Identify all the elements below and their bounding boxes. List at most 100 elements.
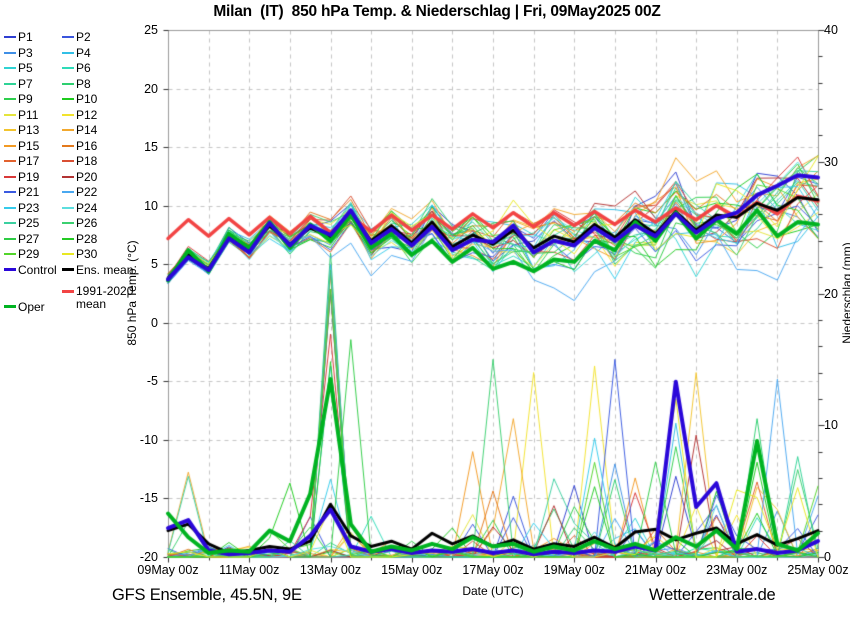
legend-entry-P14: P14 — [62, 124, 138, 137]
legend-entry-P23: P23 — [4, 200, 60, 215]
legend-swatch — [4, 36, 16, 39]
temp-tick-label: -5 — [146, 374, 158, 389]
legend-entry-P26: P26 — [62, 217, 138, 230]
precip-tick-label: 0 — [824, 550, 831, 564]
legend-entry-1991-2020-mean: 1991-2020 mean — [62, 285, 138, 310]
legend-swatch — [4, 160, 16, 163]
legend-entry-P25: P25 — [4, 217, 60, 230]
legend-label: P28 — [76, 231, 98, 246]
legend-swatch — [4, 305, 16, 309]
legend-label: P4 — [76, 45, 91, 60]
legend-entry-P13: P13 — [4, 124, 60, 137]
legend-entry-P29: P29 — [4, 248, 60, 261]
legend-label: P29 — [18, 247, 40, 261]
legend-swatch — [62, 237, 74, 240]
x-tick-label: 21May 00z — [624, 563, 687, 577]
legend-label: P7 — [18, 76, 33, 91]
x-tick-label: 19May 00z — [543, 563, 605, 577]
legend-swatch — [4, 268, 16, 272]
legend-swatch — [4, 144, 16, 147]
legend-label: P1 — [18, 30, 33, 44]
temp-tick-label: 10 — [144, 198, 158, 213]
legend-swatch — [4, 206, 16, 209]
legend-label: P19 — [18, 169, 40, 184]
legend-entry-P27: P27 — [4, 232, 60, 246]
legend-label: P18 — [76, 154, 98, 168]
legend-entry-P21: P21 — [4, 186, 60, 199]
precip-tick-label: 30 — [824, 154, 838, 169]
legend-label: P14 — [76, 123, 98, 137]
legend-label: P2 — [76, 30, 91, 44]
legend-label: P24 — [76, 200, 98, 215]
x-tick-label: 25May 00z — [787, 563, 849, 577]
x-tick-label: 09May 00z — [137, 563, 199, 577]
legend-swatch — [4, 253, 16, 256]
legend-swatch — [4, 175, 16, 178]
legend-swatch — [4, 222, 16, 225]
temp-tick-label: -10 — [139, 432, 158, 447]
x-tick-label: 11May 00z — [219, 563, 280, 577]
legend-label: P9 — [18, 92, 33, 106]
legend-label: Oper — [18, 299, 45, 314]
chart-title: Milan (IT) 850 hPa Temp. & Niederschlag … — [213, 3, 661, 20]
precip-tick-label: 20 — [824, 286, 838, 301]
legend-swatch — [62, 129, 74, 132]
legend-label: Ens. mean — [76, 262, 134, 277]
legend-label: P6 — [76, 61, 91, 75]
legend-entry-P17: P17 — [4, 155, 60, 168]
legend-entry-Oper: Oper — [4, 301, 60, 314]
legend-swatch — [62, 253, 74, 256]
x-tick-label: 13May 00z — [299, 563, 362, 577]
legend-label: P25 — [18, 216, 40, 230]
legend-entry-P10: P10 — [62, 93, 138, 106]
legend-entry-P24: P24 — [62, 200, 138, 215]
legend-swatch — [62, 144, 74, 147]
temp-tick-label: 15 — [144, 140, 158, 155]
legend-entry-P15: P15 — [4, 138, 60, 153]
legend-label: P5 — [18, 61, 33, 75]
legend-entry-P20: P20 — [62, 169, 138, 184]
legend-swatch — [4, 191, 16, 194]
legend-entry-Ens-mean: Ens. mean — [62, 262, 138, 277]
legend-swatch — [62, 36, 74, 39]
footer-site-name: Wetterzentrale.de — [649, 586, 776, 604]
legend-label: P20 — [76, 169, 98, 184]
legend-label: P26 — [76, 216, 98, 230]
legend-swatch — [4, 113, 16, 116]
x-tick-label: 23May 00z — [706, 563, 768, 577]
legend-label: P22 — [76, 185, 98, 199]
legend-label: P11 — [18, 107, 39, 122]
legend-swatch — [4, 51, 16, 54]
x-tick-label: 15May 00z — [381, 563, 443, 577]
legend-swatch — [62, 268, 74, 272]
legend-swatch — [62, 51, 74, 54]
legend-label: P10 — [76, 92, 98, 106]
legend-swatch — [62, 98, 74, 101]
legend-label: 1991-2020 mean — [76, 284, 134, 311]
footer-model-info: GFS Ensemble, 45.5N, 9E — [112, 586, 302, 604]
legend-label: P16 — [76, 138, 98, 153]
legend-label: Control — [18, 262, 57, 277]
temp-tick-label: -15 — [139, 491, 158, 506]
temp-tick-label: 0 — [151, 315, 158, 330]
legend-label: P21 — [18, 185, 40, 199]
legend-label: P23 — [18, 200, 40, 215]
legend-swatch — [4, 237, 16, 240]
legend-swatch — [4, 67, 16, 70]
legend-label: P8 — [76, 76, 91, 91]
temp-tick-label: 20 — [144, 81, 158, 96]
legend-entry-P18: P18 — [62, 155, 138, 168]
legend-label: P30 — [76, 247, 98, 261]
legend-entry-P6: P6 — [62, 62, 138, 75]
legend-swatch — [62, 82, 74, 85]
legend-entry-P16: P16 — [62, 138, 138, 153]
legend-label: P15 — [18, 138, 40, 153]
precip-tick-label: 10 — [824, 418, 838, 433]
legend-swatch — [4, 98, 16, 101]
legend-entry-P4: P4 — [62, 45, 138, 60]
legend-swatch — [62, 175, 74, 178]
legend-swatch — [62, 67, 74, 70]
legend-entry-P28: P28 — [62, 231, 138, 246]
